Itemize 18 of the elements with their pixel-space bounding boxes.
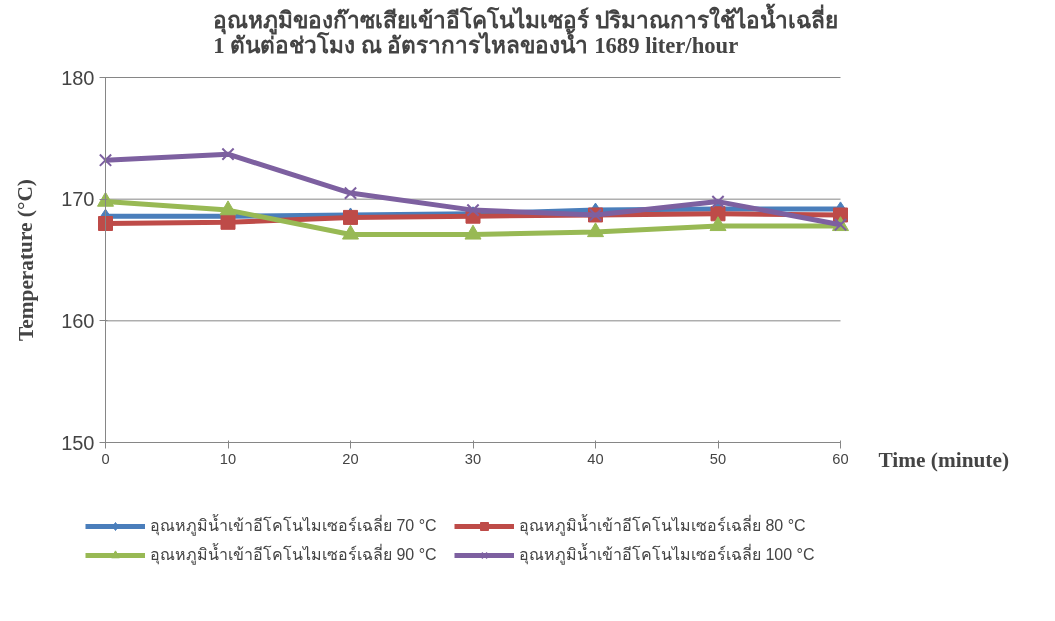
y-tick-label: 170 bbox=[61, 188, 95, 211]
legend-label: อุณหภูมิน้ำเข้าอีโคโนไมเซอร์เฉลี่ย 90 °C bbox=[150, 542, 438, 567]
x-tick-label: 0 bbox=[101, 450, 110, 467]
y-axis-title: Temperature (°C) bbox=[13, 179, 38, 341]
y-tick-label: 160 bbox=[61, 309, 95, 332]
chart-title: อุณหภูมิของก๊าซเสียเข้าอีโคโนไมเซอร์ ปริมาณการใช้ไอน้ำเฉลี่ย 1 ตันต่อช่วโมง ณ อัตราการไหลของน้ำ 1689 liter/hour bbox=[213, 2, 838, 58]
x-tick-label: 30 bbox=[464, 450, 482, 467]
x-tick-label: 60 bbox=[832, 450, 849, 467]
x-tick-label: 20 bbox=[342, 450, 359, 467]
x-tick-label: 10 bbox=[219, 450, 237, 467]
y-tick-label: 180 bbox=[61, 66, 95, 89]
x-tick-label: 50 bbox=[709, 450, 727, 467]
legend-label: อุณหภูมิน้ำเข้าอีโคโนไมเซอร์เฉลี่ย 80 °C bbox=[519, 513, 807, 538]
legend-label: อุณหภูมิน้ำเข้าอีโคโนไมเซอร์เฉลี่ย 70 °C bbox=[150, 513, 438, 538]
legend-label: อุณหภูมิน้ำเข้าอีโคโนไมเซอร์เฉลี่ย 100 °C bbox=[519, 542, 816, 567]
x-tick-label: 40 bbox=[587, 450, 604, 467]
y-tick-label: 150 bbox=[61, 431, 95, 454]
x-axis-title: Time (minute) bbox=[878, 447, 1010, 472]
